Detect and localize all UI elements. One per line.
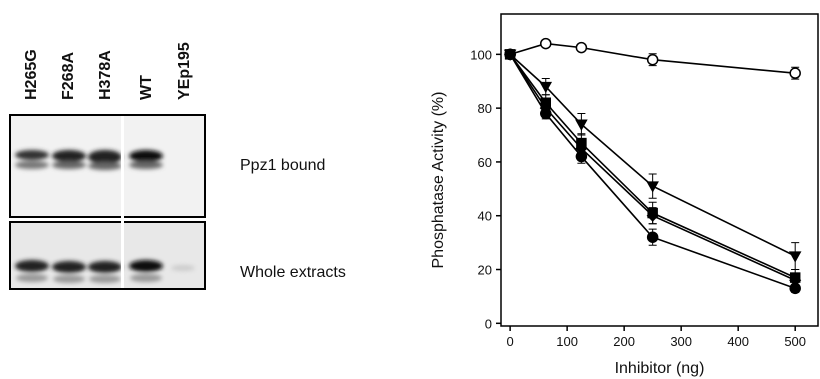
series-line (510, 54, 795, 288)
panel-label: Whole extracts (240, 264, 346, 281)
figure: H265G F268A H378A WT YEp195 Ppz1 bound W… (0, 0, 820, 379)
lane-label: WT (138, 75, 155, 100)
x-tick-label: 200 (613, 334, 635, 349)
marker (505, 49, 515, 59)
lane-gap (121, 116, 124, 288)
x-tick-label: 400 (727, 334, 749, 349)
marker (648, 182, 658, 191)
y-tick-label: 20 (478, 263, 492, 278)
lane-label: YEp195 (176, 42, 193, 100)
lane-label: H378A (97, 50, 114, 100)
marker (576, 43, 586, 53)
marker (648, 232, 658, 242)
y-tick-label: 100 (470, 47, 492, 62)
x-tick-label: 300 (670, 334, 692, 349)
marker (541, 109, 551, 119)
x-tick-label: 500 (784, 334, 806, 349)
lane-label: H265G (23, 49, 40, 100)
blot: H265G F268A H378A WT YEp195 Ppz1 bound W… (10, 42, 346, 289)
y-tick-label: 0 (485, 316, 492, 331)
marker (576, 152, 586, 162)
marker (790, 68, 800, 78)
series-line (510, 54, 795, 280)
marker (790, 252, 800, 261)
x-axis-label: Inhibitor (ng) (615, 360, 705, 377)
x-tick-label: 0 (507, 334, 514, 349)
y-tick-label: 60 (478, 155, 492, 170)
panel-label: Ppz1 bound (240, 157, 325, 174)
marker (790, 283, 800, 293)
y-axis-label: Phosphatase Activity (%) (430, 92, 447, 269)
y-tick-label: 80 (478, 101, 492, 116)
y-tick-label: 40 (478, 209, 492, 224)
marker (648, 55, 658, 65)
marker (541, 39, 551, 49)
series-line (510, 54, 795, 256)
lane-label: F268A (60, 52, 77, 100)
x-tick-label: 100 (556, 334, 578, 349)
